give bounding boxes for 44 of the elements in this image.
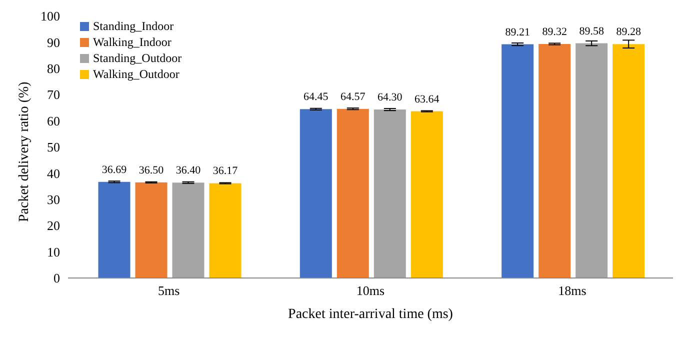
- data-label: 64.45: [304, 91, 329, 104]
- data-label: 36.40: [176, 164, 202, 177]
- y-tick-label: 60: [47, 113, 60, 128]
- legend-label: Standing_Outdoor: [93, 50, 182, 66]
- bar: [538, 44, 571, 278]
- legend-label: Walking_Outdoor: [93, 66, 180, 82]
- data-label: 89.21: [505, 26, 530, 38]
- y-tick-label: 90: [47, 34, 60, 50]
- data-label: 89.28: [616, 26, 642, 38]
- x-tick-label: 5ms: [158, 283, 180, 298]
- y-tick-label: 0: [54, 270, 60, 286]
- data-label: 64.30: [378, 92, 403, 104]
- y-tick-label: 30: [47, 192, 60, 208]
- y-axis-title: Packet delivery ratio (%): [16, 81, 32, 222]
- y-tick-label: 40: [47, 166, 60, 181]
- bar: [172, 182, 204, 278]
- x-tick-label: 10ms: [356, 283, 385, 298]
- y-tick-label: 10: [47, 244, 60, 260]
- data-label: 36.69: [102, 164, 128, 176]
- legend-label: Standing_Indoor: [93, 18, 174, 34]
- y-tick-label: 70: [47, 87, 60, 102]
- bar: [410, 111, 443, 278]
- bar: [98, 182, 130, 278]
- bar: [300, 109, 332, 278]
- data-label: 89.32: [542, 26, 567, 38]
- x-axis-title: Packet inter-arrival time (ms): [288, 306, 454, 322]
- bar: [576, 43, 608, 278]
- y-tick-label: 100: [40, 8, 60, 24]
- data-label: 36.50: [138, 164, 164, 176]
- y-tick-label: 50: [47, 140, 60, 155]
- bar: [374, 110, 406, 278]
- bar: [336, 108, 369, 278]
- bar: [135, 182, 168, 278]
- data-label: 64.57: [340, 90, 366, 103]
- y-tick-label: 20: [47, 218, 60, 234]
- data-label: 63.64: [414, 93, 440, 106]
- data-label: 89.58: [579, 25, 604, 38]
- bar: [612, 44, 645, 278]
- bar: [209, 183, 242, 278]
- legend-label: Walking_Indoor: [93, 34, 172, 50]
- data-label: 36.17: [212, 165, 238, 178]
- bar: [502, 44, 534, 278]
- y-tick-label: 80: [47, 61, 60, 76]
- x-tick-label: 18ms: [558, 283, 586, 298]
